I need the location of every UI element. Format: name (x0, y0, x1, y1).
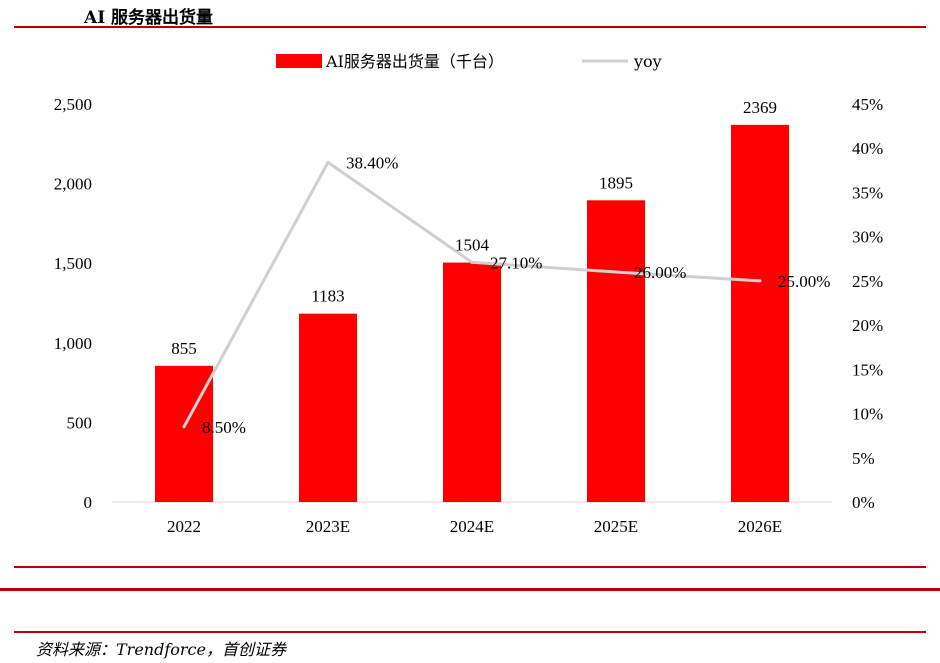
yoy-line (182, 160, 762, 429)
chart: AI服务器出货量（千台） yoy 0 500 1,000 1,500 2,000 2,50… (54, 52, 883, 536)
bar (443, 262, 501, 502)
x-tick-label: 2024E (450, 517, 494, 536)
bar-value-label: 1504 (455, 236, 490, 255)
y-left-tick-label: 2,500 (54, 95, 92, 114)
y-right-tick-label: 40% (852, 139, 883, 158)
bottom-rule-1 (14, 566, 926, 568)
x-tick-label: 2026E (738, 517, 782, 536)
y-right-tick-label: 45% (852, 95, 883, 114)
x-tick-label: 2022 (167, 517, 201, 536)
yoy-value-label: 38.40% (346, 153, 398, 172)
y-right-tick-label: 35% (852, 183, 883, 202)
bar (299, 313, 357, 502)
y-right-tick-label: 25% (852, 272, 883, 291)
y-right-tick-label: 10% (852, 405, 883, 424)
bars (155, 124, 789, 503)
legend-line-label: yoy (633, 52, 662, 71)
y-left-tick-label: 1,500 (54, 254, 92, 273)
source-note: 资料来源：Trendforce，首创证券 (36, 640, 286, 659)
bar-value-label: 1183 (311, 287, 344, 306)
y-left-tick-label: 0 (84, 493, 93, 512)
bottom-rule-3 (14, 631, 926, 633)
yoy-point (326, 160, 330, 164)
bar-value-label: 855 (171, 339, 197, 358)
bar-value-label: 1895 (599, 173, 633, 192)
yoy-value-label: 26.00% (634, 263, 686, 282)
yoy-point (614, 270, 618, 274)
y-left-tick-label: 2,000 (54, 175, 92, 194)
yoy-value-label: 25.00% (778, 272, 830, 291)
legend: AI服务器出货量（千台） yoy (276, 52, 662, 71)
y-right-tick-label: 0% (852, 493, 875, 512)
chart-title: AI 服务器出货量 (84, 8, 214, 28)
bar-value-label: 2369 (743, 98, 777, 117)
legend-bar-swatch (276, 54, 322, 68)
legend-bar-label: AI服务器出货量（千台） (325, 52, 504, 71)
bar (587, 200, 645, 503)
bar (731, 124, 789, 503)
yoy-point (470, 260, 474, 264)
y-right-tick-label: 30% (852, 228, 883, 247)
x-tick-label: 2023E (306, 517, 350, 536)
yoy-value-label: 8.50% (202, 418, 246, 437)
bottom-rule-2 (0, 588, 940, 591)
axes: 0 500 1,000 1,500 2,000 2,500 0% 5% 10% 15% 20% 25%… (54, 95, 883, 536)
data-labels: 855 1183 1504 1895 2369 8.50% 38.40% 27.10% 26.0… (171, 98, 830, 437)
yoy-value-label: 27.10% (490, 253, 542, 272)
top-rule (14, 26, 926, 28)
y-left-tick-label: 500 (67, 413, 93, 432)
y-right-tick-label: 20% (852, 316, 883, 335)
x-tick-label: 2025E (594, 517, 638, 536)
y-right-tick-label: 15% (852, 360, 883, 379)
y-left-tick-label: 1,000 (54, 334, 92, 353)
y-right-tick-label: 5% (852, 449, 875, 468)
yoy-point (758, 279, 762, 283)
yoy-point (182, 425, 186, 429)
